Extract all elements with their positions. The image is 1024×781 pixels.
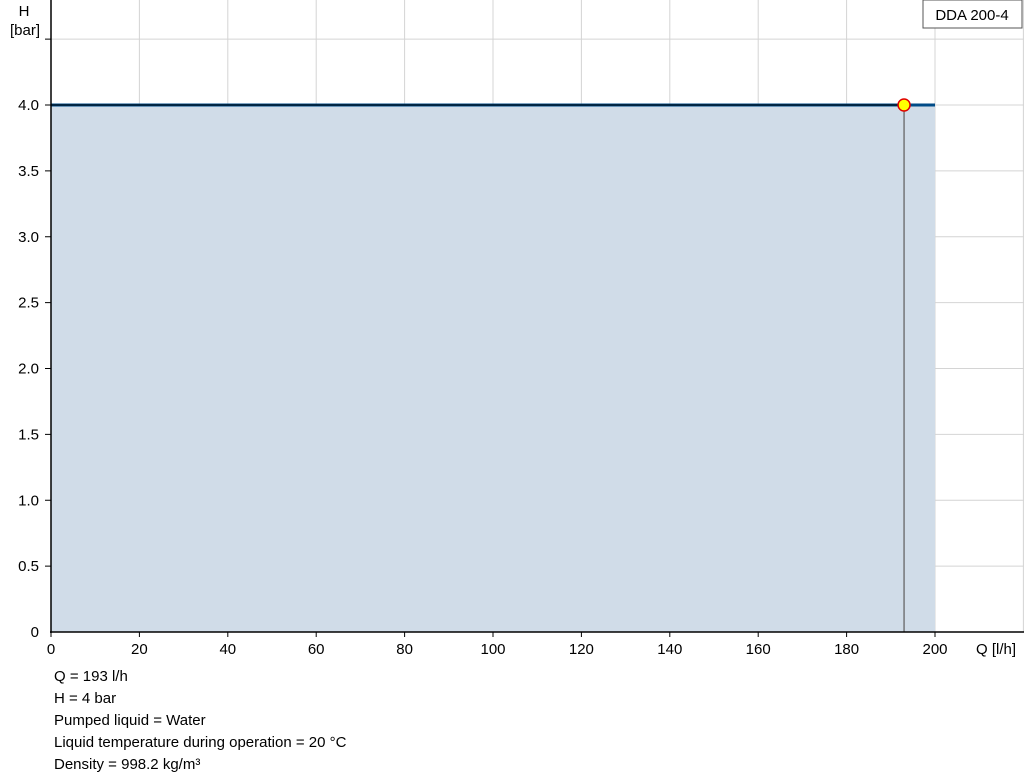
x-tick-label: 80 (396, 641, 413, 658)
info-density: Density = 998.2 kg/m³ (54, 756, 201, 773)
info-liquid: Pumped liquid = Water (54, 712, 206, 729)
info-temperature: Liquid temperature during operation = 20… (54, 734, 347, 751)
y-tick-label: 4.0 (18, 97, 39, 114)
y-tick-label: 3.0 (18, 229, 39, 246)
pump-curve-chart: 0 20 40 60 80 100 120 140 160 180 200 0 0.5 1.0 1.5 2.0… (10, 0, 1024, 658)
x-tick-label: 120 (569, 641, 594, 658)
operating-point (897, 98, 911, 112)
x-tick-label: 100 (480, 641, 505, 658)
y-tick-label: 2.0 (18, 361, 39, 378)
y-tick-label: 3.5 (18, 163, 39, 180)
x-tick-label: 200 (922, 641, 947, 658)
x-tick-label: 40 (219, 641, 236, 658)
operating-info: Q = 193 l/h H = 4 bar Pumped liquid = Wa… (54, 666, 346, 776)
x-tick-label: 60 (308, 641, 325, 658)
legend-label: DDA 200-4 (935, 7, 1008, 24)
x-tick-label: 160 (746, 641, 771, 658)
x-axis-label: Q [l/h] (976, 641, 1016, 658)
y-tick-label: 1.5 (18, 426, 39, 443)
y-tick-label: 0.5 (18, 558, 39, 575)
y-tick-label: 0 (31, 624, 39, 641)
info-head: H = 4 bar (54, 690, 117, 707)
x-tick-label: 180 (834, 641, 859, 658)
y-axis-label-h: H (19, 3, 30, 20)
y-tick-label: 1.0 (18, 492, 39, 509)
x-tick-label: 140 (657, 641, 682, 658)
info-flow: Q = 193 l/h (54, 668, 128, 685)
curve-area (51, 105, 935, 632)
y-tick-label: 2.5 (18, 295, 39, 312)
x-tick-label: 0 (47, 641, 55, 658)
y-axis-label-unit: [bar] (10, 22, 40, 39)
x-tick-label: 20 (131, 641, 148, 658)
legend-box (922, 0, 1023, 29)
